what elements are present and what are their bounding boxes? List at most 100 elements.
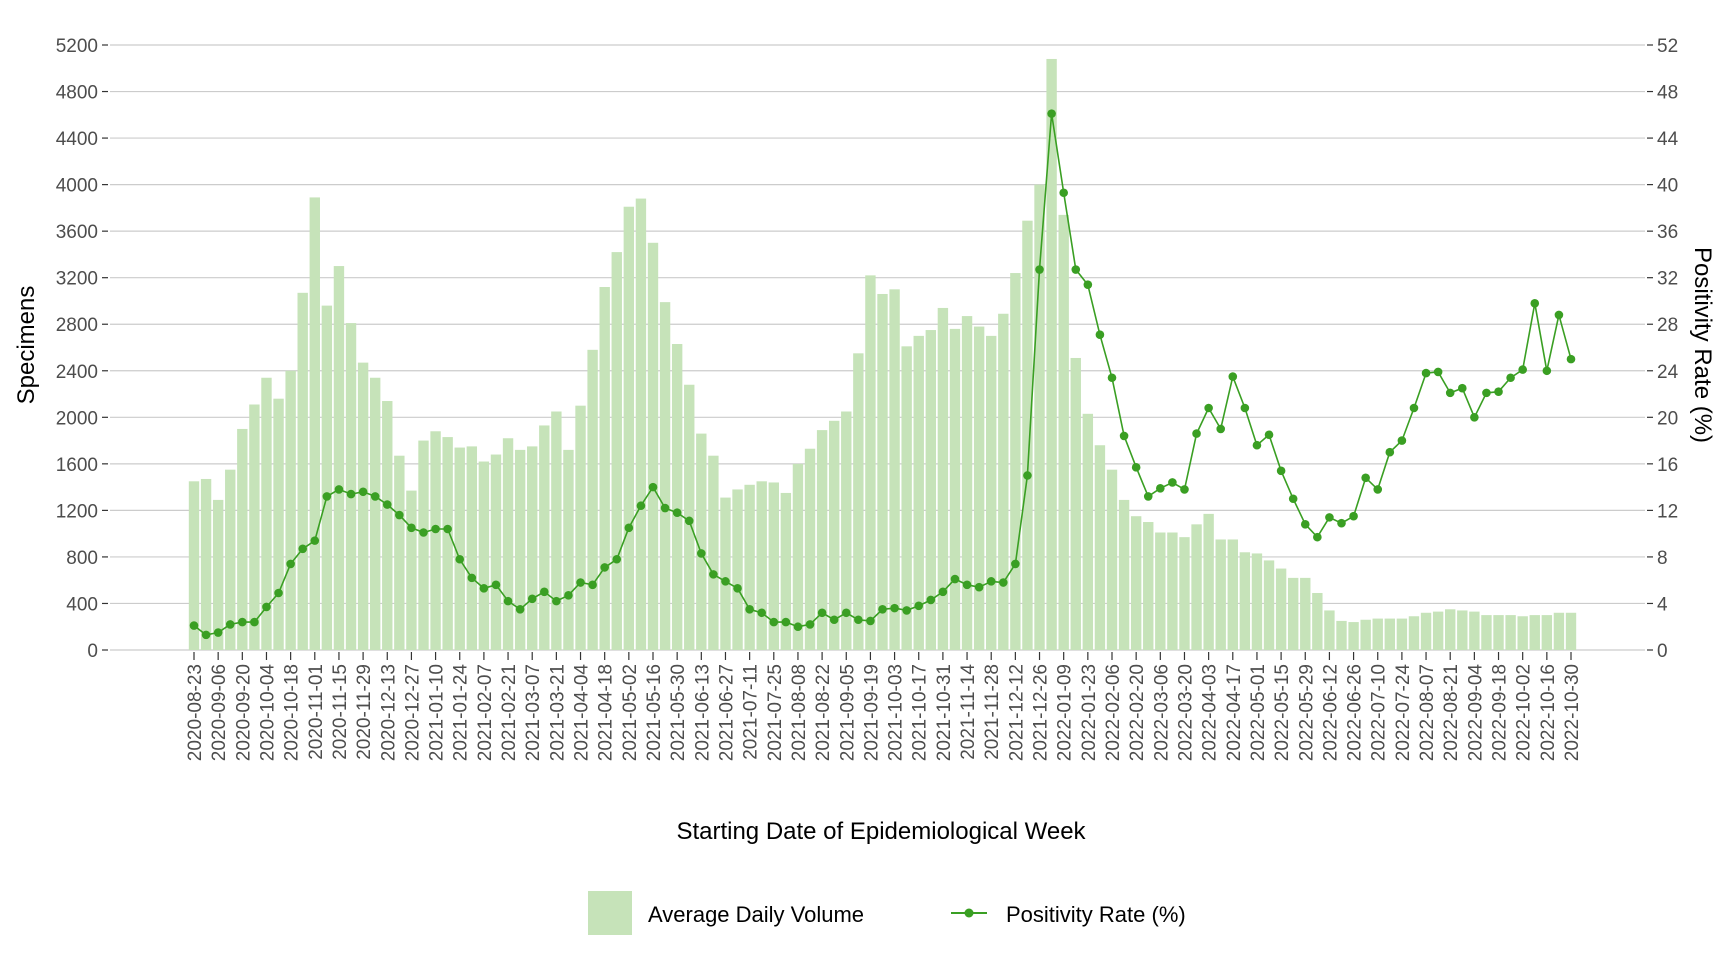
x-tick-label: 2020-11-29	[354, 664, 375, 760]
bar	[828, 420, 840, 650]
positivity-point	[1313, 532, 1322, 542]
x-tick-label: 2022-03-06	[1151, 664, 1172, 761]
bar	[454, 447, 465, 650]
y-tick-label: 5200	[56, 36, 98, 57]
y-tick-label: 3600	[56, 222, 98, 243]
positivity-point	[1421, 368, 1431, 378]
positivity-point	[1457, 383, 1467, 393]
y2-tick-label: 28	[1657, 315, 1678, 336]
x-axis-title: Starting Date of Epidemiological Week	[676, 818, 1086, 845]
x-tick-label: 2021-01-10	[427, 664, 448, 761]
bar	[720, 497, 731, 650]
bar	[345, 323, 357, 650]
bar	[490, 454, 502, 650]
x-tick-label: 2022-09-04	[1465, 664, 1486, 762]
bar	[1312, 592, 1323, 650]
bar	[1046, 58, 1057, 650]
y-axis-left: 0 400 800 1200 1600 2000 2400 2800 3200 3600 4000 4…	[56, 36, 108, 662]
positivity-point	[564, 591, 573, 600]
y2-tick-label: 4	[1657, 594, 1668, 615]
positivity-point	[998, 578, 1008, 587]
positivity-point	[1482, 388, 1491, 398]
positivity-point	[358, 487, 368, 497]
legend-swatch-point	[964, 908, 974, 918]
positivity-point	[1349, 511, 1358, 521]
y2-tick-label: 12	[1657, 501, 1678, 522]
positivity-point	[467, 573, 477, 583]
positivity-point	[902, 606, 911, 615]
bar	[1275, 568, 1287, 650]
positivity-point	[1156, 483, 1165, 493]
positivity-point	[1276, 466, 1286, 476]
x-tick-label: 2021-03-21	[547, 664, 568, 761]
positivity-point	[370, 492, 380, 501]
y2-tick-label: 36	[1657, 222, 1678, 243]
positivity-point	[672, 508, 682, 518]
bar	[925, 330, 937, 650]
bar	[792, 463, 804, 650]
positivity-point	[250, 617, 259, 627]
y-axis-title: Specimens	[13, 286, 40, 405]
bar	[1360, 619, 1371, 650]
x-tick-label: 2021-05-16	[644, 664, 665, 761]
positivity-point	[684, 516, 694, 526]
positivity-point	[636, 501, 646, 511]
positivity-point	[1107, 373, 1117, 383]
x-tick-label: 2020-09-20	[233, 664, 254, 761]
x-tick-label: 2021-04-04	[572, 664, 593, 762]
bar	[1106, 469, 1118, 650]
bar	[1287, 577, 1299, 650]
x-tick-label: 2021-05-02	[620, 664, 641, 761]
x-tick-label: 2022-02-06	[1103, 664, 1124, 761]
positivity-point	[624, 523, 634, 533]
x-tick-label: 2021-08-22	[813, 664, 834, 761]
x-tick-label: 2021-08-08	[789, 664, 810, 761]
bar	[1058, 214, 1069, 650]
y-tick-label: 800	[66, 548, 98, 569]
bar	[1167, 532, 1178, 650]
x-tick-label: 2022-01-23	[1079, 664, 1100, 761]
positivity-point	[189, 621, 199, 630]
x-tick-label: 2021-12-26	[1031, 664, 1052, 761]
positivity-point	[1337, 518, 1346, 528]
bar	[285, 370, 296, 650]
positivity-point	[757, 608, 767, 618]
bar	[188, 481, 200, 650]
positivity-point	[1397, 436, 1407, 445]
bar	[357, 362, 369, 650]
positivity-point	[515, 604, 525, 614]
bar	[225, 469, 236, 650]
bar	[1420, 612, 1432, 650]
positivity-point	[286, 559, 295, 569]
x-tick-label: 2021-12-12	[1006, 664, 1027, 761]
x-tick-label: 2020-10-04	[257, 664, 278, 762]
positivity-point	[1047, 109, 1056, 118]
bar	[732, 489, 743, 650]
positivity-point	[781, 617, 791, 627]
bar	[877, 293, 888, 650]
positivity-point	[479, 584, 489, 593]
bar-series	[188, 58, 1577, 651]
x-tick-label: 2020-11-01	[306, 664, 327, 760]
x-tick-label: 2022-05-29	[1296, 664, 1317, 761]
positivity-point	[1071, 265, 1081, 274]
bar	[1094, 445, 1106, 650]
positivity-point	[407, 523, 416, 533]
positivity-point	[1119, 431, 1129, 441]
bar	[611, 252, 622, 650]
bar	[1445, 609, 1456, 650]
y2-tick-label: 40	[1657, 176, 1678, 197]
bar	[430, 431, 441, 650]
bar	[502, 438, 514, 650]
legend-label-bar: Average Daily Volume	[648, 902, 864, 927]
positivity-point	[1470, 413, 1479, 422]
bar	[1070, 357, 1081, 650]
bar	[406, 490, 417, 650]
positivity-point	[1542, 366, 1552, 376]
bar	[998, 313, 1009, 650]
bar	[696, 433, 707, 650]
bar	[1505, 615, 1516, 650]
bar	[237, 428, 248, 650]
